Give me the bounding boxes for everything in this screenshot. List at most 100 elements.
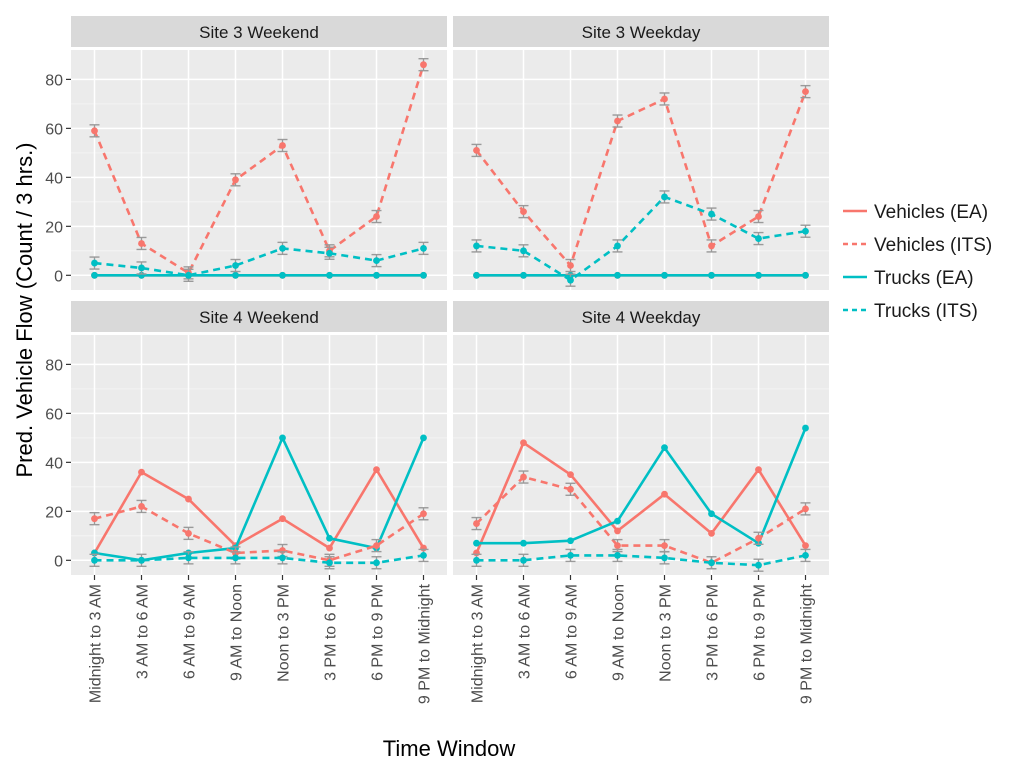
chart-panels: Site 3 Weekend Site 3 Weekday Site 4 Weeke… (71, 16, 829, 575)
series-vehicles-its (471, 470, 811, 570)
legend-label: Vehicles (EA) (874, 202, 988, 223)
legend-label: Trucks (EA) (874, 268, 974, 289)
y-tick-label: 0 (54, 553, 63, 570)
data-point (91, 271, 98, 279)
data-point (567, 262, 574, 269)
facet-panel: Site 4 Weekend (71, 301, 447, 575)
data-point (232, 262, 239, 269)
data-point (326, 544, 333, 552)
data-point (326, 271, 333, 279)
data-point (708, 529, 715, 537)
data-point (661, 444, 668, 452)
data-point (755, 561, 762, 569)
data-point (661, 271, 668, 279)
data-point (802, 542, 809, 550)
data-point (520, 247, 527, 255)
legend-item: Vehicles (EA) (843, 202, 988, 223)
data-point (708, 210, 715, 218)
y-tick-label: 60 (45, 406, 63, 423)
y-tick-label: 40 (45, 170, 63, 187)
series-vehicles-its (471, 84, 811, 273)
x-tick-label: Midnight to 3 AM (470, 584, 487, 703)
x-tick-label: 3 PM to 6 PM (323, 584, 340, 681)
data-point (708, 510, 715, 518)
x-tick-label: 6 AM to 9 AM (182, 584, 199, 679)
series-trucks-its (471, 190, 811, 287)
data-point (708, 271, 715, 279)
x-tick-label: 9 AM to Noon (229, 584, 246, 681)
x-tick-label: 3 AM to 6 AM (517, 584, 534, 679)
data-point (232, 176, 239, 184)
data-point (802, 227, 809, 235)
legend: Vehicles (EA) Vehicles (ITS) Trucks (EA) Tr… (843, 202, 992, 322)
legend-label: Trucks (ITS) (874, 301, 978, 322)
legend-item: Trucks (ITS) (843, 301, 978, 322)
series-line (94, 247, 424, 277)
series-line (475, 475, 807, 565)
series-line (476, 554, 806, 567)
data-point (473, 242, 480, 250)
series-line (475, 441, 807, 554)
data-point (91, 259, 98, 267)
data-point (520, 208, 527, 216)
data-point (802, 271, 809, 279)
data-point (661, 554, 668, 562)
data-point (279, 244, 286, 252)
series-line (476, 195, 806, 282)
data-point (708, 559, 715, 567)
x-tick-label: 6 PM to 9 PM (752, 584, 769, 681)
data-point (91, 515, 98, 523)
data-point (420, 510, 427, 518)
data-point (373, 213, 380, 220)
facet-title: Site 4 Weekend (199, 308, 319, 327)
data-point (420, 434, 427, 442)
data-point (520, 439, 527, 447)
x-tick-label: 9 PM to Midnight (417, 583, 434, 704)
series-line (476, 427, 807, 545)
data-point (755, 213, 762, 220)
facet-strip (453, 16, 829, 47)
data-point (661, 542, 668, 550)
y-axis-title: Pred. Vehicle Flow (Count / 3 hrs.) (12, 142, 37, 477)
panel-background (71, 335, 447, 575)
data-point (373, 559, 380, 567)
x-tick-label: 3 AM to 6 AM (135, 584, 152, 679)
data-point (614, 527, 621, 535)
data-point (185, 495, 192, 503)
series-vehicles-ea (473, 439, 809, 557)
data-point (373, 542, 380, 550)
y-tick-label: 60 (45, 121, 63, 138)
panel-background (453, 50, 829, 290)
series-trucks-its (89, 548, 429, 570)
data-point (91, 556, 98, 564)
series-trucks-its (471, 548, 811, 572)
chart-axes: 0 20 40 60 80 0 20 40 60 80 Midnight to 3 AM 3 AM t… (45, 72, 815, 704)
data-point (755, 466, 762, 474)
data-point (567, 276, 574, 284)
x-tick-label: 9 PM to Midnight (799, 583, 816, 704)
data-point (802, 505, 809, 513)
data-point (326, 249, 333, 257)
series-line (475, 91, 807, 267)
x-tick-label: 6 AM to 9 AM (564, 584, 581, 679)
data-point (473, 556, 480, 564)
x-tick-label: Noon to 3 PM (658, 584, 675, 682)
data-point (232, 554, 239, 562)
data-point (326, 559, 333, 567)
data-point (473, 520, 480, 527)
data-point (138, 264, 145, 272)
data-point (755, 235, 762, 242)
facet-title: Site 3 Weekend (199, 23, 319, 42)
data-point (420, 244, 427, 252)
x-axis-title: Time Window (383, 736, 516, 758)
data-point (138, 556, 145, 564)
data-point (420, 61, 427, 69)
data-point (185, 554, 192, 562)
data-point (520, 539, 527, 547)
data-point (520, 556, 527, 564)
legend-label: Vehicles (ITS) (874, 235, 992, 256)
data-point (373, 257, 380, 265)
y-tick-label: 40 (45, 455, 63, 472)
data-point (755, 271, 762, 279)
